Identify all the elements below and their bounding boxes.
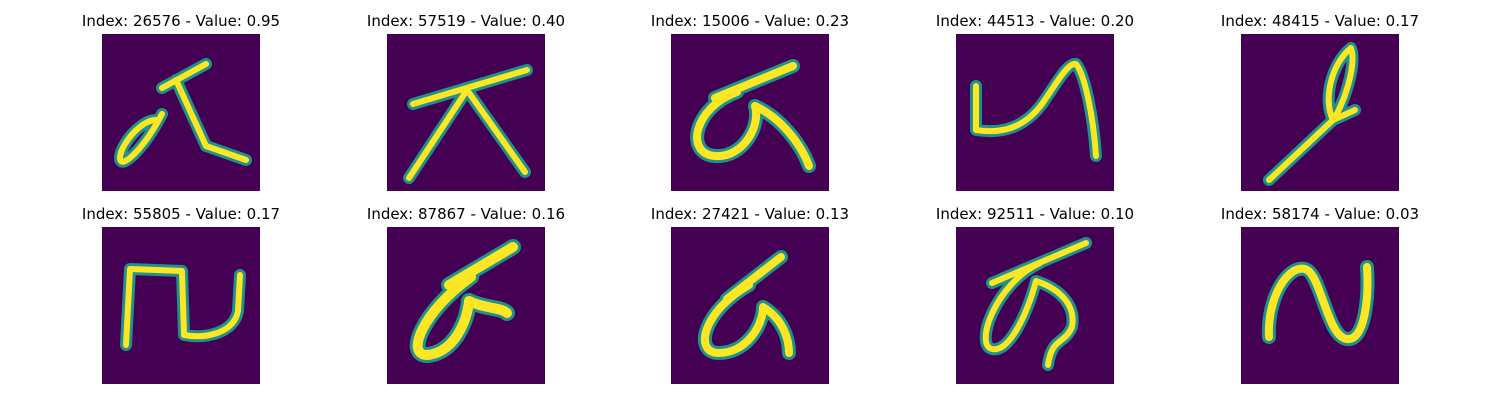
character-image	[1241, 34, 1399, 191]
panel-title: Index: 58174 - Value: 0.03	[1220, 205, 1420, 223]
panel-title: Index: 27421 - Value: 0.13	[650, 205, 850, 223]
panel-r1-c4: Index: 44513 - Value: 0.20	[935, 12, 1135, 202]
panel-r1-c1: Index: 26576 - Value: 0.95	[81, 12, 281, 202]
character-image	[956, 34, 1114, 191]
panel-title: Index: 26576 - Value: 0.95	[81, 12, 281, 30]
panel-r1-c2: Index: 57519 - Value: 0.40	[366, 12, 566, 202]
panel-r1-c5: Index: 48415 - Value: 0.17	[1220, 12, 1420, 202]
character-image	[956, 227, 1114, 384]
panel-title: Index: 48415 - Value: 0.17	[1220, 12, 1420, 30]
panel-title: Index: 55805 - Value: 0.17	[81, 205, 281, 223]
panel-title: Index: 87867 - Value: 0.16	[366, 205, 566, 223]
panel-title: Index: 15006 - Value: 0.23	[650, 12, 850, 30]
character-image	[387, 34, 545, 191]
panel-r1-c3: Index: 15006 - Value: 0.23	[650, 12, 850, 202]
character-image	[671, 227, 829, 384]
panel-r2-c3: Index: 27421 - Value: 0.13	[650, 205, 850, 395]
panel-r2-c1: Index: 55805 - Value: 0.17	[81, 205, 281, 395]
panel-r2-c4: Index: 92511 - Value: 0.10	[935, 205, 1135, 395]
character-image	[387, 227, 545, 384]
character-image	[102, 34, 260, 191]
panel-r2-c2: Index: 87867 - Value: 0.16	[366, 205, 566, 395]
character-image	[671, 34, 829, 191]
panel-r2-c5: Index: 58174 - Value: 0.03	[1220, 205, 1420, 395]
character-image	[102, 227, 260, 384]
panel-title: Index: 57519 - Value: 0.40	[366, 12, 566, 30]
panel-title: Index: 92511 - Value: 0.10	[935, 205, 1135, 223]
panel-title: Index: 44513 - Value: 0.20	[935, 12, 1135, 30]
character-image	[1241, 227, 1399, 384]
